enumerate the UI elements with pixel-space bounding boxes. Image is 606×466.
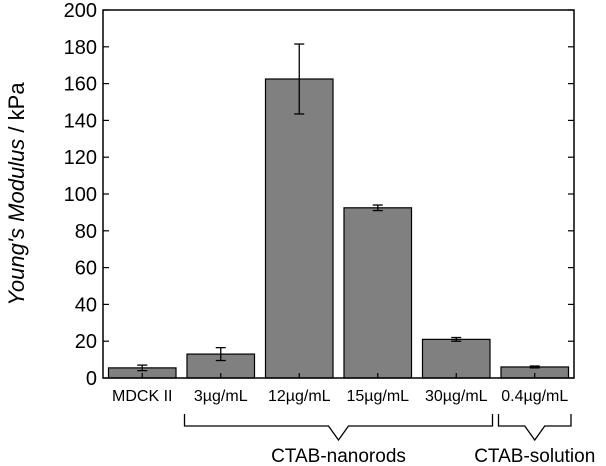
x-tick-label: 0.4µg/mL [501, 388, 568, 405]
x-tick-label: 15µg/mL [346, 388, 409, 405]
y-tick-label: 40 [75, 294, 97, 316]
x-tick-label: 12µg/mL [268, 388, 331, 405]
y-axis-label-unit: / kPa [4, 82, 29, 139]
group-bracket [497, 414, 572, 442]
group-label: CTAB-nanorods [271, 446, 406, 466]
y-tick-label: 180 [64, 37, 97, 59]
bar [264, 78, 334, 379]
bar [421, 338, 491, 379]
y-tick-label: 60 [75, 258, 97, 280]
bar [343, 207, 413, 379]
y-tick-label: 80 [75, 221, 97, 243]
x-tick-label: 3µg/mL [194, 388, 248, 405]
x-tick-label: MDCK II [112, 388, 172, 405]
y-tick-label: 160 [64, 74, 97, 96]
group-bracket [183, 414, 494, 442]
x-tick-label: 30µg/mL [425, 388, 488, 405]
y-tick-label: 120 [64, 147, 97, 169]
plot-frame [102, 9, 575, 379]
y-axis-label-italic: Young's Modulus [4, 139, 29, 306]
y-tick-label: 140 [64, 110, 97, 132]
group-label: CTAB-solution [474, 446, 595, 466]
y-tick-label: 200 [64, 0, 97, 22]
y-axis-ticks: 0 20 40 60 80 100 120 140 160 180 200 [64, 0, 574, 390]
y-axis-label: Young's Modulus / kPa [4, 82, 29, 306]
group-brackets: CTAB-nanorods CTAB-solution [183, 414, 595, 466]
x-axis-labels: MDCK II 3µg/mL 12µg/mL 15µg/mL 30µg/mL 0.4µg/… [112, 388, 568, 405]
bars [107, 43, 570, 379]
y-tick-label: 20 [75, 331, 97, 353]
y-tick-label: 0 [86, 368, 97, 390]
y-tick-label: 100 [64, 184, 97, 206]
